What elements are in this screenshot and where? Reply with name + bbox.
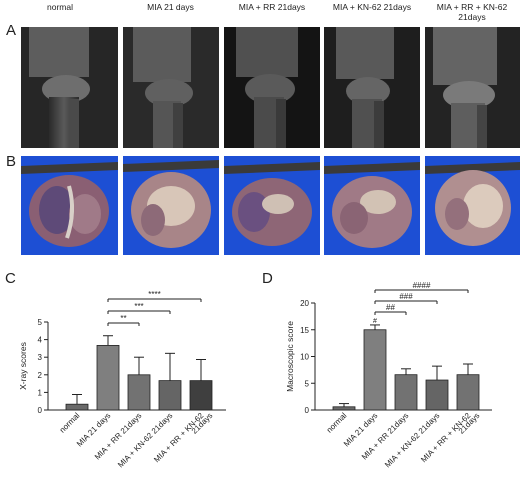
- y-tick-label: 2: [38, 371, 43, 380]
- y-axis-label: X-ray scores: [18, 342, 28, 390]
- panel-label-c: C: [5, 270, 16, 287]
- y-tick-label: 20: [300, 299, 309, 308]
- bar: [158, 380, 182, 411]
- y-tick-label: 3: [38, 353, 43, 362]
- significance-label: #: [373, 318, 377, 325]
- bar: [96, 345, 120, 411]
- significance-label: ####: [413, 281, 431, 290]
- bar: [363, 329, 387, 411]
- joint-photo-mia: [123, 156, 219, 255]
- y-tick-label: 10: [300, 353, 309, 362]
- bar: [127, 374, 151, 411]
- bar: [456, 374, 480, 411]
- column-title-mia: MIA 21 days: [147, 2, 194, 12]
- bar: [394, 374, 418, 411]
- y-tick-label: 15: [300, 326, 309, 335]
- xray-image-mia: [123, 27, 219, 148]
- category-label: MIA + KN-62 21days: [383, 411, 441, 469]
- category-label: MIA + KN-62 21days: [116, 411, 174, 469]
- column-title-mia-rr: MIA + RR 21days: [238, 2, 306, 12]
- xray-image-normal: [21, 27, 118, 148]
- significance-label: ###: [399, 292, 413, 301]
- significance-label: ***: [134, 302, 143, 311]
- y-tick-label: 0: [305, 406, 310, 415]
- y-tick-label: 0: [38, 406, 43, 415]
- joint-photo-mia-rr: [224, 156, 320, 255]
- xray-image-mia-rr-kn62: [425, 27, 520, 148]
- joint-photo-mia-kn62: [324, 156, 420, 255]
- joint-photo-normal: [21, 156, 118, 255]
- bar: [332, 406, 356, 411]
- column-title-mia-kn62: MIA + KN-62 21days: [332, 2, 412, 12]
- y-tick-label: 5: [305, 379, 310, 388]
- bar: [425, 379, 449, 411]
- panel-label-d: D: [262, 270, 273, 287]
- category-label: normal: [58, 411, 82, 435]
- y-tick-label: 4: [38, 336, 43, 345]
- xray-image-mia-rr: [224, 27, 320, 148]
- significance-label: ##: [386, 303, 395, 312]
- panel-label-a: A: [6, 22, 17, 39]
- panel-label-b: B: [6, 153, 17, 170]
- bar: [189, 380, 213, 411]
- category-label: normal: [325, 411, 349, 435]
- significance-label: ****: [148, 290, 160, 299]
- bar: [65, 403, 89, 411]
- y-axis-label: Macroscopic score: [285, 321, 295, 392]
- joint-photo-mia-rr-kn62: [425, 156, 520, 255]
- y-tick-label: 5: [38, 318, 43, 327]
- y-tick-label: 1: [38, 388, 43, 397]
- xray-image-mia-kn62: [324, 27, 420, 148]
- column-title-normal: normal: [47, 2, 73, 12]
- column-title-mia-rr-kn62: MIA + RR + KN-62 21days: [436, 2, 508, 22]
- significance-label: **: [120, 314, 126, 323]
